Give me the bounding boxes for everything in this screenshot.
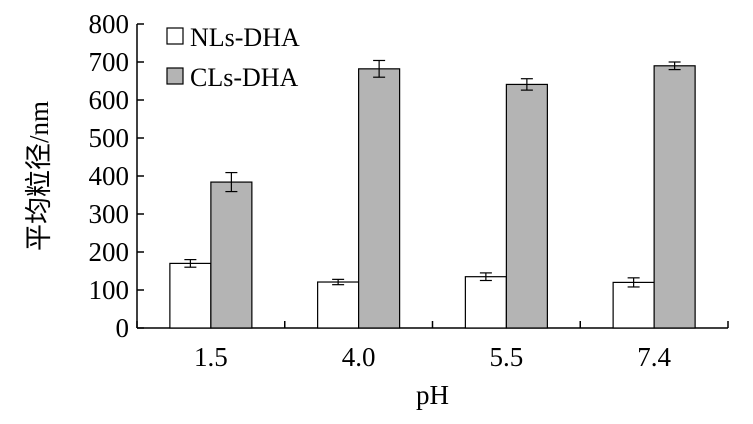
x-tick-label: 4.0 [342, 342, 376, 372]
x-tick-label: 1.5 [194, 342, 228, 372]
y-axis: 0 100 200 300 400 500 600 700 800 [89, 9, 144, 343]
legend-label: CLs-DHA [190, 63, 299, 92]
legend-swatch-CLs-DHA [166, 67, 184, 85]
y-tick-label: 600 [89, 85, 130, 115]
bar-NLs-DHA-4.0 [317, 281, 360, 329]
y-tick-label: 0 [116, 313, 130, 343]
bar-NLs-DHA-7.4 [612, 281, 655, 329]
x-tick-label: 5.5 [490, 342, 524, 372]
legend-swatch-NLs-DHA [166, 27, 184, 45]
y-tick-label: 800 [89, 9, 130, 39]
y-tick-label: 100 [89, 275, 130, 305]
x-axis-title: pH [416, 380, 449, 410]
x-tick-label: 7.4 [637, 342, 671, 372]
y-tick-label: 500 [89, 123, 130, 153]
bar-NLs-DHA-5.5 [464, 276, 507, 329]
legend-label: NLs-DHA [190, 23, 300, 52]
bar-CLs-DHA-1.5 [210, 181, 253, 329]
bar-CLs-DHA-4.0 [358, 68, 401, 329]
bar-CLs-DHA-7.4 [653, 65, 696, 329]
x-ticks: 1.5 4.0 5.5 7.4 [136, 321, 729, 372]
legend: NLs-DHA CLs-DHA [166, 23, 300, 92]
bars [169, 59, 696, 329]
x-axis: 1.5 4.0 5.5 7.4 [136, 321, 729, 372]
y-tick-label: 300 [89, 199, 130, 229]
bar-CLs-DHA-5.5 [505, 83, 548, 329]
y-tick-label: 200 [89, 237, 130, 267]
y-tick-label: 400 [89, 161, 130, 191]
bar-NLs-DHA-1.5 [169, 262, 212, 329]
y-ticks: 0 100 200 300 400 500 600 700 800 [89, 9, 144, 343]
y-tick-label: 700 [89, 47, 130, 77]
y-axis-title: 平均粒径/nm [24, 101, 54, 251]
